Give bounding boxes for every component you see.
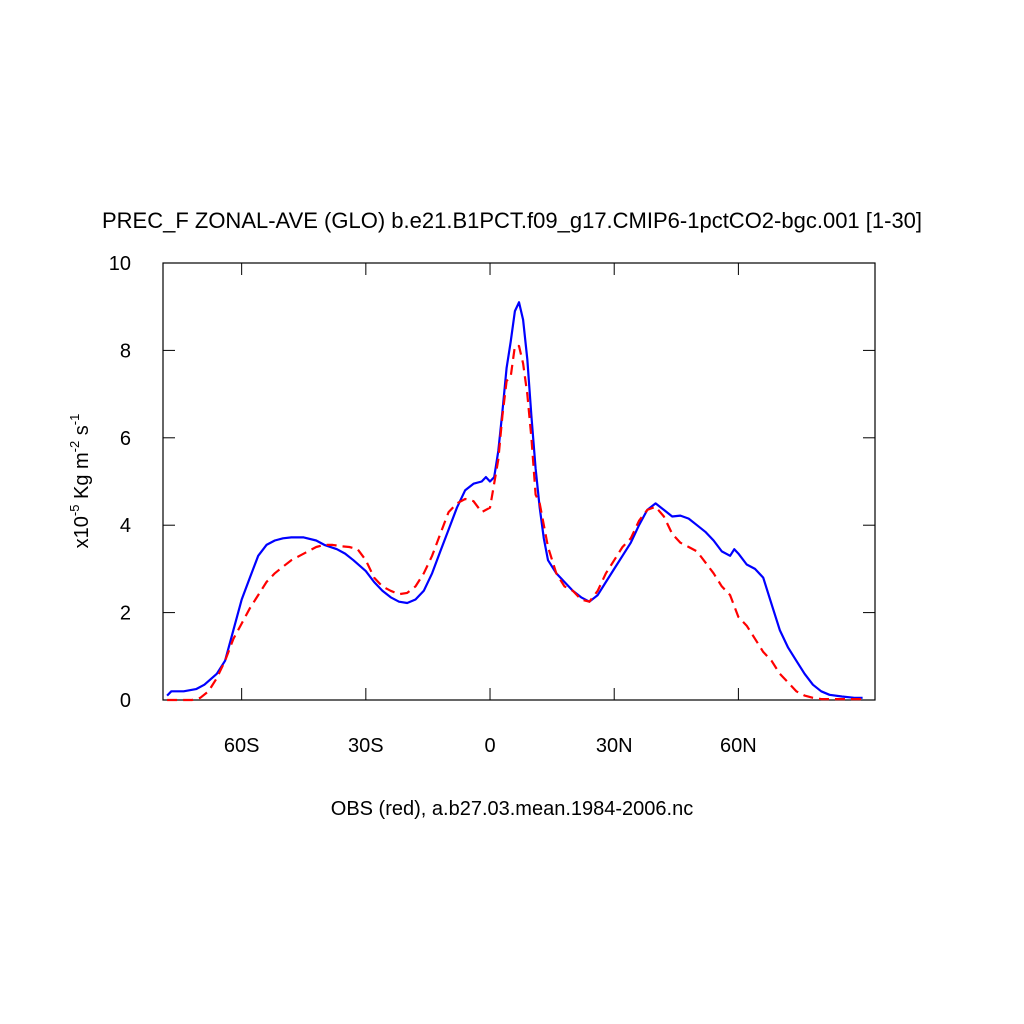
y-axis-label-part: Kg m [71,452,93,504]
y-axis-label-sup: -5 [67,505,82,517]
x-tick-label: 0 [484,735,495,757]
y-axis-label-part: x10 [71,516,93,548]
y-axis-label-sup: -2 [67,441,82,453]
plot-frame [162,262,876,701]
y-tick-label: 0 [120,690,131,712]
y-tick-label: 4 [120,515,131,537]
y-tick-label: 6 [120,428,131,450]
y-axis-label-part: s [71,425,93,441]
y-tick-label: 10 [109,253,131,275]
y-axis-label-sup: -1 [67,414,82,426]
chart-title: PREC_F ZONAL-AVE (GLO) b.e21.B1PCT.f09_g… [102,208,922,233]
subtitle: OBS (red), a.b27.03.mean.1984-2006.nc [331,798,693,820]
series-line [166,301,863,699]
x-tick-label: 30N [596,735,633,757]
y-tick-label: 8 [120,340,131,362]
x-tick-label: 60N [720,735,757,757]
x-tick-label: 60S [224,735,260,757]
x-tick-label: 30S [348,735,384,757]
series-line [167,344,863,702]
y-tick-label: 2 [120,603,131,625]
y-axis-label: x10-5 Kg m-2 s-1 [67,414,93,549]
